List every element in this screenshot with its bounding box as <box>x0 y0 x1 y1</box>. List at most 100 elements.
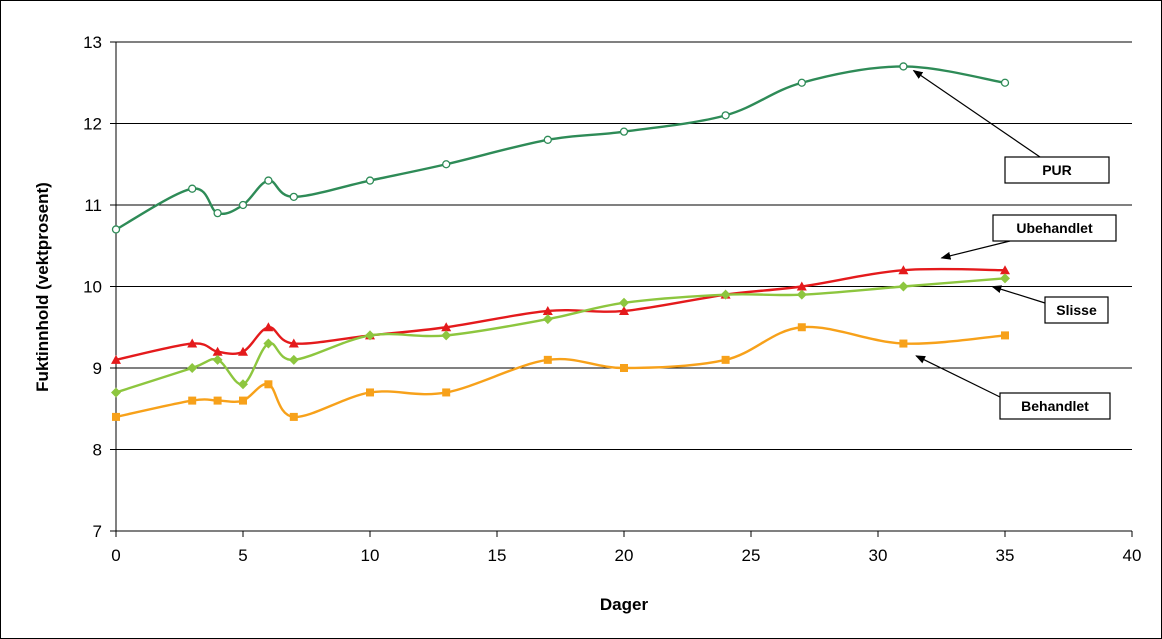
data-point <box>796 281 807 291</box>
data-point <box>263 322 274 332</box>
data-point <box>1000 78 1010 87</box>
data-point <box>112 412 120 421</box>
series-line <box>115 277 1006 394</box>
data-point <box>365 330 375 341</box>
series-behandlet <box>112 323 1009 421</box>
callout-arrow <box>915 355 1001 398</box>
callout-box <box>992 214 1117 242</box>
x-tick-label: 15 <box>488 546 507 565</box>
data-point <box>442 160 451 169</box>
data-point <box>797 323 806 332</box>
y-tick-label: 13 <box>83 33 102 52</box>
data-point <box>620 364 628 372</box>
data-point <box>365 176 375 185</box>
data-point <box>721 355 730 364</box>
callout-arrow <box>940 240 1011 260</box>
data-point <box>187 363 198 373</box>
x-tick-label: 0 <box>111 546 120 565</box>
data-point <box>619 127 629 136</box>
callout-label: Slisse <box>1056 302 1097 318</box>
data-point <box>898 281 909 292</box>
data-point <box>288 354 299 365</box>
callout-pur: PUR <box>912 69 1110 184</box>
x-tick-label: 5 <box>238 546 247 565</box>
callout-label: Ubehandlet <box>1016 220 1093 236</box>
data-point <box>111 225 121 234</box>
y-tick-label: 8 <box>93 441 102 460</box>
data-point <box>619 297 629 308</box>
callout-box <box>1044 296 1109 324</box>
x-tick-label: 20 <box>615 546 634 565</box>
data-point <box>898 265 909 275</box>
data-point <box>288 338 299 348</box>
y-axis-title: Fuktinnhold (vektprosent) <box>33 182 52 392</box>
data-point <box>366 388 374 397</box>
series-pur <box>111 62 1010 234</box>
x-axis-title: Dager <box>600 595 649 614</box>
x-tick-label: 25 <box>742 546 761 565</box>
data-point <box>238 346 248 356</box>
data-point <box>721 111 730 120</box>
data-point <box>442 388 451 397</box>
callout-arrow <box>912 69 1041 158</box>
data-point <box>543 355 552 364</box>
data-point <box>188 184 197 193</box>
data-point <box>542 305 553 315</box>
data-point <box>720 289 731 300</box>
x-tick-label: 40 <box>1123 546 1142 565</box>
data-point <box>289 192 298 202</box>
data-point <box>238 379 248 390</box>
callout-ubehandlet: Ubehandlet <box>940 214 1117 260</box>
data-point <box>111 354 121 364</box>
data-point <box>441 322 452 332</box>
x-tick-label: 30 <box>869 546 888 565</box>
data-point <box>796 289 807 300</box>
callout-box <box>1004 156 1110 184</box>
callout-label: PUR <box>1042 162 1072 178</box>
data-point <box>899 62 908 71</box>
data-point <box>213 208 222 218</box>
data-point <box>1001 331 1009 340</box>
callout-layer: PUR Ubehandlet Slisse Behandlet <box>912 69 1117 420</box>
series-slisse <box>111 273 1010 398</box>
axes: 7 8 9 10 11 12 13 0 5 10 15 20 25 30 35 40 <box>83 33 1141 565</box>
callout-box <box>999 392 1111 420</box>
y-tick-label: 10 <box>83 278 102 297</box>
callout-arrow <box>991 285 1046 304</box>
data-point <box>212 354 223 365</box>
series-ubehandlet <box>111 265 1010 364</box>
series-line <box>115 325 1006 419</box>
gridlines <box>116 41 1132 450</box>
x-tick-label: 35 <box>996 546 1015 565</box>
y-tick-label: 9 <box>93 359 102 378</box>
data-point <box>797 78 806 87</box>
data-point <box>264 176 273 185</box>
data-point <box>289 412 298 421</box>
data-point <box>264 380 273 389</box>
data-point <box>1000 265 1010 275</box>
data-point <box>111 387 121 398</box>
data-point <box>619 305 629 315</box>
data-point <box>188 396 197 405</box>
data-point <box>187 338 198 348</box>
data-point <box>441 330 452 341</box>
callout-behandlet: Behandlet <box>915 355 1111 420</box>
data-point <box>239 396 247 405</box>
data-point <box>263 338 274 349</box>
data-point <box>212 346 223 356</box>
data-point <box>213 396 222 405</box>
y-tick-label: 12 <box>83 115 102 134</box>
data-point <box>238 200 248 210</box>
x-tick-label: 10 <box>361 546 380 565</box>
data-point <box>543 135 552 144</box>
data-point <box>542 314 553 325</box>
callout-label: Behandlet <box>1021 398 1089 414</box>
data-point <box>1000 273 1010 284</box>
y-tick-label: 11 <box>84 196 102 215</box>
data-point <box>899 339 908 348</box>
series-line <box>115 267 1006 362</box>
y-tick-label: 7 <box>93 522 102 541</box>
callout-slisse: Slisse <box>991 285 1109 324</box>
